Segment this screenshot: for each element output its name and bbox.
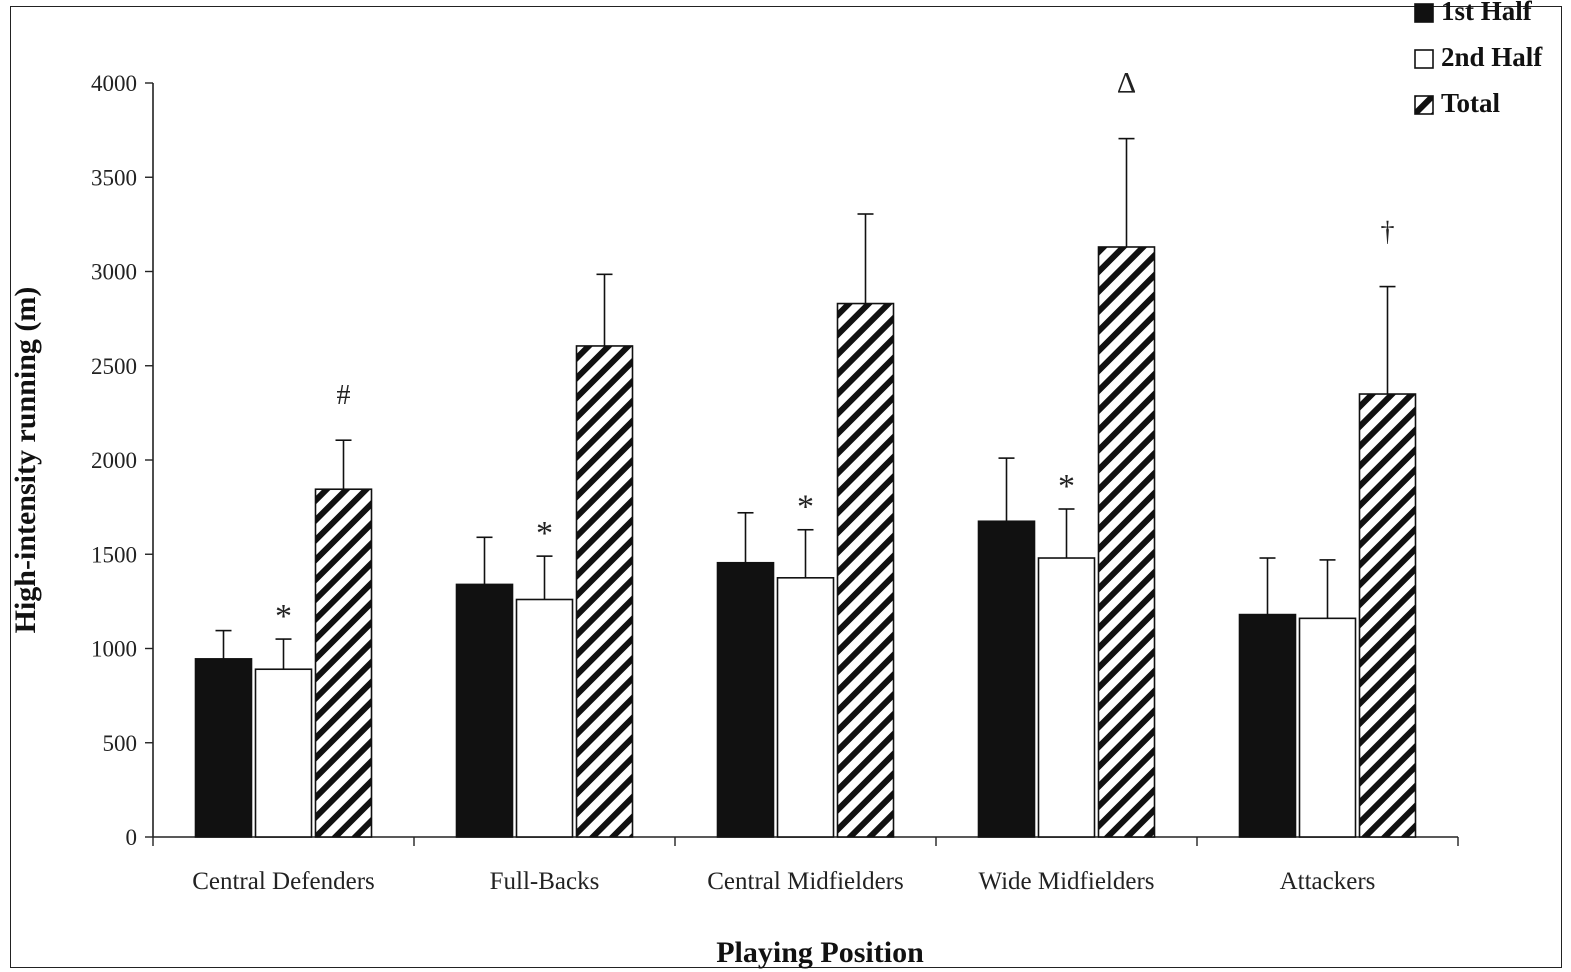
bar	[716, 561, 775, 838]
x-axis-title: Playing Position	[716, 936, 924, 969]
bar	[1358, 393, 1417, 838]
y-tick-label: 2000	[91, 448, 137, 473]
significance-marker: *	[1058, 468, 1075, 505]
y-tick-label: 4000	[91, 71, 137, 96]
legend-label: Total	[1441, 88, 1501, 118]
bar	[254, 668, 313, 838]
y-tick-label: 3000	[91, 260, 137, 285]
significance-marker: †	[1381, 217, 1395, 248]
significance-marker: Δ	[1117, 67, 1136, 100]
legend-swatch	[1414, 95, 1434, 115]
bars	[194, 246, 1417, 838]
bar	[1097, 246, 1156, 838]
y-tick-label: 2500	[91, 354, 137, 379]
bar	[515, 598, 574, 838]
bar	[836, 302, 895, 838]
annotations: * # * * * Δ †	[275, 67, 1395, 635]
bar	[977, 520, 1036, 838]
y-tick-label: 500	[103, 731, 138, 756]
bar	[314, 488, 373, 838]
significance-marker: *	[275, 598, 292, 635]
y-tick-label: 1000	[91, 637, 137, 662]
legend-label: 2nd Half	[1441, 42, 1543, 72]
bar	[455, 583, 514, 838]
y-tick-label: 1500	[91, 542, 137, 567]
labels: 0 500 1000 1500 2000 2500 3000 3500 4000 Central …	[9, 71, 1375, 969]
y-tick-label: 0	[126, 825, 138, 850]
bar	[776, 577, 835, 838]
x-category-label: Central Defenders	[192, 868, 375, 895]
x-category-label: Central Midfielders	[707, 868, 903, 895]
x-category-label: Attackers	[1280, 868, 1376, 895]
significance-marker: *	[797, 489, 814, 526]
legend-swatch	[1414, 3, 1434, 23]
y-tick-label: 3500	[91, 165, 137, 190]
bar	[1037, 557, 1096, 838]
legend: 1st Half 2nd Half Total	[1414, 0, 1543, 118]
significance-marker: #	[337, 380, 351, 411]
error-bars	[215, 137, 1396, 670]
bar	[194, 658, 253, 838]
bar	[1238, 613, 1297, 838]
bar	[575, 345, 634, 838]
x-category-label: Full-Backs	[490, 868, 600, 895]
legend-swatch	[1414, 49, 1434, 69]
y-axis-title: High-intensity running (m)	[9, 287, 42, 634]
x-category-label: Wide Midfielders	[978, 868, 1154, 895]
bar	[1298, 617, 1357, 838]
significance-marker: *	[536, 515, 553, 552]
legend-label: 1st Half	[1441, 0, 1533, 26]
